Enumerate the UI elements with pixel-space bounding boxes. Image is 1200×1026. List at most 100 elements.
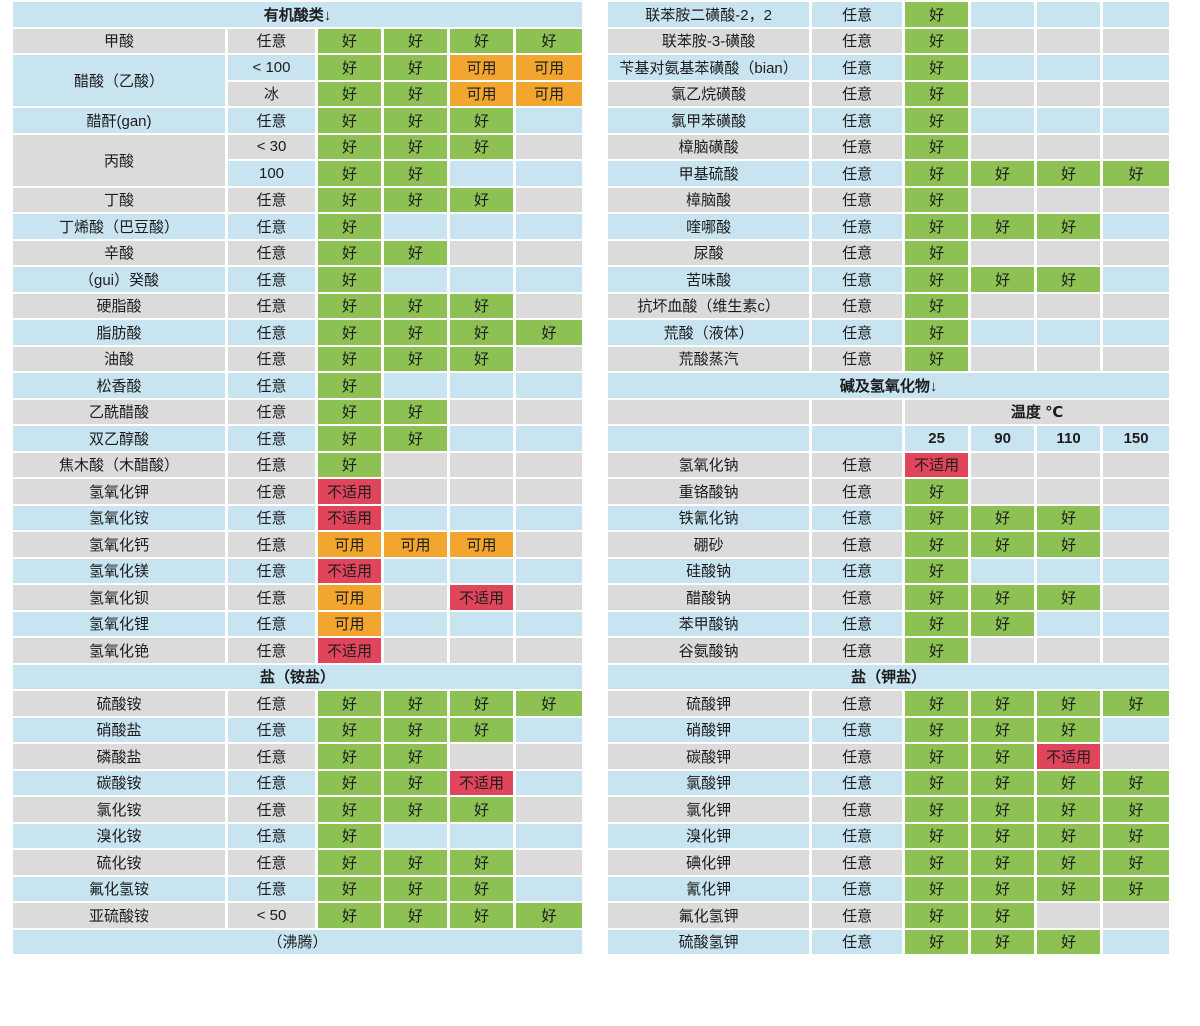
- rating-cell: 好: [905, 585, 972, 612]
- chemical-name-cell: 氢氧化钙: [13, 532, 228, 559]
- table-row: 苄基对氨基苯磺酸（bian） 任意好: [608, 55, 1170, 82]
- rating-cell-empty: [971, 479, 1038, 506]
- table-row: 甲基硫酸 任意好好好好: [608, 161, 1170, 188]
- rating-cell-empty: [384, 611, 450, 638]
- condition-cell: 任意: [812, 850, 906, 877]
- rating-cell: 好: [318, 452, 384, 479]
- rating-cell: 好: [971, 850, 1038, 877]
- rating-cell-empty: [450, 558, 516, 585]
- condition-cell: 任意: [812, 161, 906, 188]
- rating-cell: 好: [971, 797, 1038, 824]
- rating-cell: 好: [318, 320, 384, 347]
- condition-cell: 任意: [228, 293, 318, 320]
- rating-cell: 好: [450, 108, 516, 135]
- chemical-name-cell: 氢氧化钠: [608, 452, 813, 479]
- rating-cell: 好: [318, 876, 384, 903]
- table-row: 松香酸 任意好: [13, 373, 583, 400]
- rating-cell: 可用: [318, 585, 384, 612]
- chemical-name-cell: 碳酸钾: [608, 744, 813, 771]
- chemical-name-cell: 苦味酸: [608, 267, 813, 294]
- rating-cell-empty: [516, 108, 583, 135]
- rating-cell-empty: [1103, 2, 1170, 29]
- rating-cell: 好: [1037, 214, 1104, 241]
- rating-cell-empty: [971, 346, 1038, 373]
- chemical-name-cell: 喹哪酸: [608, 214, 813, 241]
- rating-cell-empty: [384, 267, 450, 294]
- chemical-name-cell: 乙酰醋酸: [13, 399, 228, 426]
- rating-cell-empty: [1037, 611, 1104, 638]
- rating-cell: 好: [905, 240, 972, 267]
- rating-cell-empty: [384, 823, 450, 850]
- rating-cell: 好: [384, 346, 450, 373]
- rating-cell: 好: [905, 214, 972, 241]
- rating-cell: 好: [384, 320, 450, 347]
- condition-cell: 任意: [812, 585, 906, 612]
- rating-cell: 好: [971, 823, 1038, 850]
- rating-cell-empty: [1037, 479, 1104, 506]
- rating-cell: 好: [1037, 876, 1104, 903]
- rating-cell-empty: [450, 267, 516, 294]
- chemical-name-cell: 醋酐(gan): [13, 108, 228, 135]
- chemical-name-cell: 油酸: [13, 346, 228, 373]
- table-row: 硫酸铵 任意好好好好: [13, 691, 583, 718]
- rating-cell-empty: [1103, 28, 1170, 55]
- table-row: 醋酐(gan) 任意好好好: [13, 108, 583, 135]
- condition-cell: < 100: [228, 55, 318, 82]
- rating-cell: 好: [450, 293, 516, 320]
- rating-cell-empty: [384, 452, 450, 479]
- condition-cell: 任意: [228, 373, 318, 400]
- rating-cell-empty: [516, 399, 583, 426]
- rating-cell: 好: [318, 797, 384, 824]
- section-header: 盐（钾盐）: [608, 664, 1170, 691]
- condition-cell: 任意: [812, 320, 906, 347]
- rating-cell: 不适用: [318, 479, 384, 506]
- rating-cell: 不适用: [318, 505, 384, 532]
- condition-cell: 任意: [228, 691, 318, 718]
- rating-cell: 好: [384, 108, 450, 135]
- rating-cell: 好: [905, 28, 972, 55]
- rating-cell-empty: [384, 479, 450, 506]
- rating-cell: 好: [905, 929, 972, 956]
- rating-cell: 好: [1103, 797, 1170, 824]
- temperature-column-label: 25: [905, 426, 972, 453]
- rating-cell-empty: [1103, 240, 1170, 267]
- condition-cell: 任意: [812, 293, 906, 320]
- rating-cell-empty: [1103, 452, 1170, 479]
- rating-cell: 不适用: [318, 638, 384, 665]
- table-row: 硝酸钾 任意好好好: [608, 717, 1170, 744]
- rating-cell-empty: [450, 452, 516, 479]
- chemical-name-cell: 氢氧化锂: [13, 611, 228, 638]
- rating-cell-empty: [971, 452, 1038, 479]
- temperature-header: 温度 ℃: [905, 399, 1170, 426]
- rating-cell: 不适用: [1037, 744, 1104, 771]
- chemical-name-cell: 甲酸: [13, 28, 228, 55]
- rating-cell-empty: [1037, 55, 1104, 82]
- rating-cell: 好: [384, 134, 450, 161]
- rating-cell: 好: [971, 903, 1038, 930]
- rating-cell: 好: [971, 929, 1038, 956]
- rating-cell-empty: [450, 611, 516, 638]
- table-row: 氢氧化铵 任意 不适用: [13, 505, 583, 532]
- rating-cell-empty: [1103, 214, 1170, 241]
- table-row: 焦木酸（木醋酸） 任意好: [13, 452, 583, 479]
- rating-cell: 好: [318, 108, 384, 135]
- table-row: 联苯胺二磺酸-2，2 任意好: [608, 2, 1170, 29]
- chemical-name-cell: 碳酸铵: [13, 770, 228, 797]
- rating-cell-empty: [450, 744, 516, 771]
- table-row: 氢氧化钡 任意 可用 不适用: [13, 585, 583, 612]
- rating-cell: 好: [971, 611, 1038, 638]
- condition-cell: 任意: [228, 320, 318, 347]
- rating-cell: 好: [450, 797, 516, 824]
- rating-cell: 好: [318, 744, 384, 771]
- chemical-name-cell: 氯酸钾: [608, 770, 813, 797]
- rating-cell-empty: [516, 770, 583, 797]
- rating-cell: 好: [1103, 691, 1170, 718]
- condition-cell: 100: [228, 161, 318, 188]
- condition-cell: 任意: [812, 929, 906, 956]
- condition-cell: 任意: [228, 346, 318, 373]
- rating-cell-empty: [1103, 585, 1170, 612]
- table-row: 丙酸 < 30 好好好: [13, 134, 583, 188]
- table-row: 丁烯酸（巴豆酸） 任意好: [13, 214, 583, 241]
- condition-cell: 任意: [812, 267, 906, 294]
- rating-cell-empty: [516, 744, 583, 771]
